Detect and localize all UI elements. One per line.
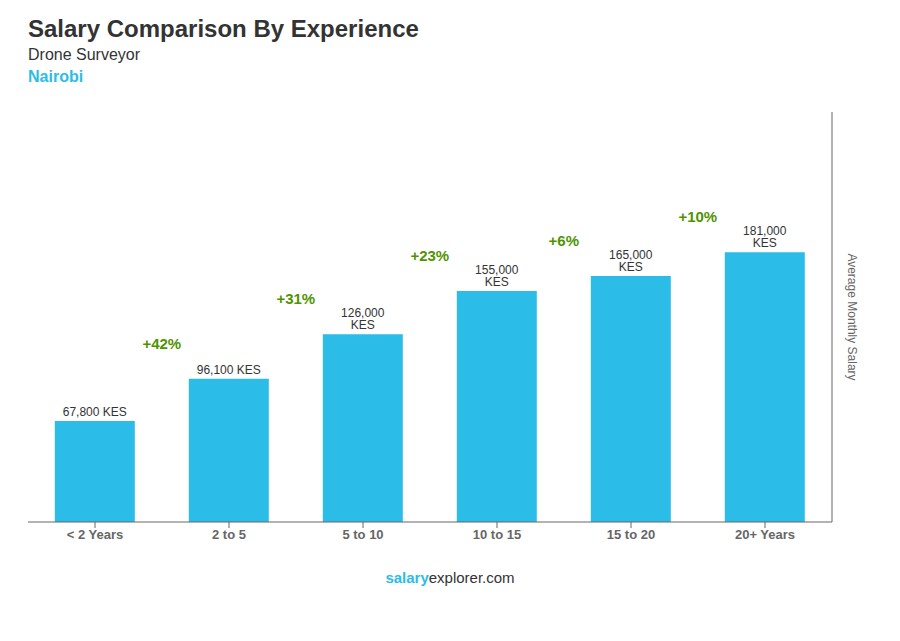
- svg-text:+23%: +23%: [410, 247, 449, 264]
- html-text:salary explorer.com: salary explorer.com: [385, 569, 515, 586]
- html-text:Drone Surveyor: Drone Surveyor: [28, 46, 140, 63]
- svg-text:165,000KES: 165,000KES: [609, 248, 653, 274]
- html-text:Salary Comparison By Experienc: Salary Comparison By Experience: [28, 15, 419, 42]
- svg-text:126,000KES: 126,000KES: [341, 306, 385, 332]
- svg-text:10 to 15: 10 to 15: [473, 527, 521, 542]
- svg-text:< 2 Years: < 2 Years: [67, 527, 124, 542]
- svg-text:5 to 10: 5 to 10: [342, 527, 383, 542]
- svg-text:67,800 KES: 67,800 KES: [63, 405, 127, 419]
- svg-text:20+ Years: 20+ Years: [735, 527, 795, 542]
- svg-text:2 to 5: 2 to 5: [212, 527, 246, 542]
- svg-text:+42%: +42%: [142, 335, 181, 352]
- svg-text:+10%: +10%: [678, 208, 717, 225]
- svg-text:96,100 KES: 96,100 KES: [197, 363, 261, 377]
- svg-text:181,000KES: 181,000KES: [743, 224, 787, 250]
- svg-text:155,000KES: 155,000KES: [475, 263, 519, 289]
- svg-text:15 to 20: 15 to 20: [607, 527, 655, 542]
- svg-text:Average Monthly Salary: Average Monthly Salary: [845, 253, 859, 380]
- svg-text:+6%: +6%: [549, 232, 579, 249]
- svg-text:+31%: +31%: [276, 290, 315, 307]
- html-text:Nairobi: Nairobi: [28, 68, 84, 85]
